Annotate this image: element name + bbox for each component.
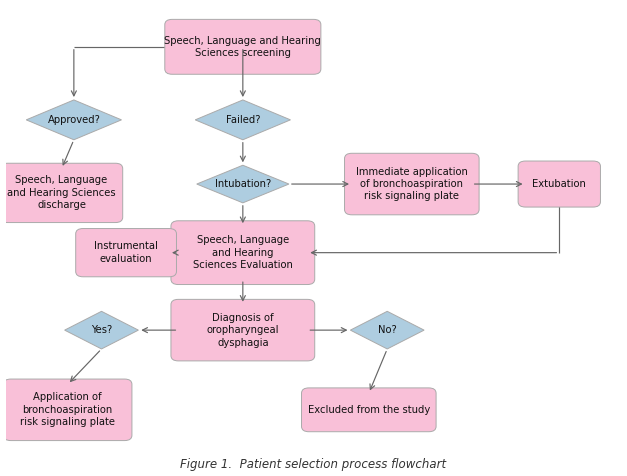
FancyBboxPatch shape	[171, 221, 315, 285]
Text: Immediate application
of bronchoaspiration
risk signaling plate: Immediate application of bronchoaspirati…	[356, 167, 468, 201]
Polygon shape	[197, 165, 289, 203]
Text: No?: No?	[378, 325, 397, 335]
Polygon shape	[195, 100, 290, 140]
FancyBboxPatch shape	[344, 153, 479, 215]
Text: Extubation: Extubation	[532, 179, 586, 189]
Polygon shape	[350, 311, 424, 349]
Text: Speech, Language
and Hearing
Sciences Evaluation: Speech, Language and Hearing Sciences Ev…	[193, 235, 293, 270]
FancyBboxPatch shape	[302, 388, 436, 432]
Text: Instrumental
evaluation: Instrumental evaluation	[94, 241, 158, 264]
Text: Approved?: Approved?	[48, 115, 100, 125]
FancyBboxPatch shape	[518, 161, 601, 207]
FancyBboxPatch shape	[76, 228, 176, 277]
Text: Speech, Language and Hearing
Sciences screening: Speech, Language and Hearing Sciences sc…	[164, 36, 321, 58]
FancyBboxPatch shape	[4, 379, 132, 441]
Text: Figure 1.  Patient selection process flowchart: Figure 1. Patient selection process flow…	[181, 457, 446, 471]
FancyBboxPatch shape	[171, 299, 315, 361]
Text: Speech, Language
and Hearing Sciences
discharge: Speech, Language and Hearing Sciences di…	[8, 176, 116, 210]
Polygon shape	[26, 100, 122, 140]
FancyBboxPatch shape	[165, 20, 321, 74]
Text: Diagnosis of
oropharyngeal
dysphagia: Diagnosis of oropharyngeal dysphagia	[206, 313, 279, 347]
Text: Intubation?: Intubation?	[214, 179, 271, 189]
Text: Excluded from the study: Excluded from the study	[308, 405, 430, 415]
Text: Yes?: Yes?	[91, 325, 112, 335]
Polygon shape	[65, 311, 139, 349]
Text: Failed?: Failed?	[226, 115, 260, 125]
Text: Application of
bronchoaspiration
risk signaling plate: Application of bronchoaspiration risk si…	[20, 392, 115, 427]
FancyBboxPatch shape	[1, 163, 123, 223]
